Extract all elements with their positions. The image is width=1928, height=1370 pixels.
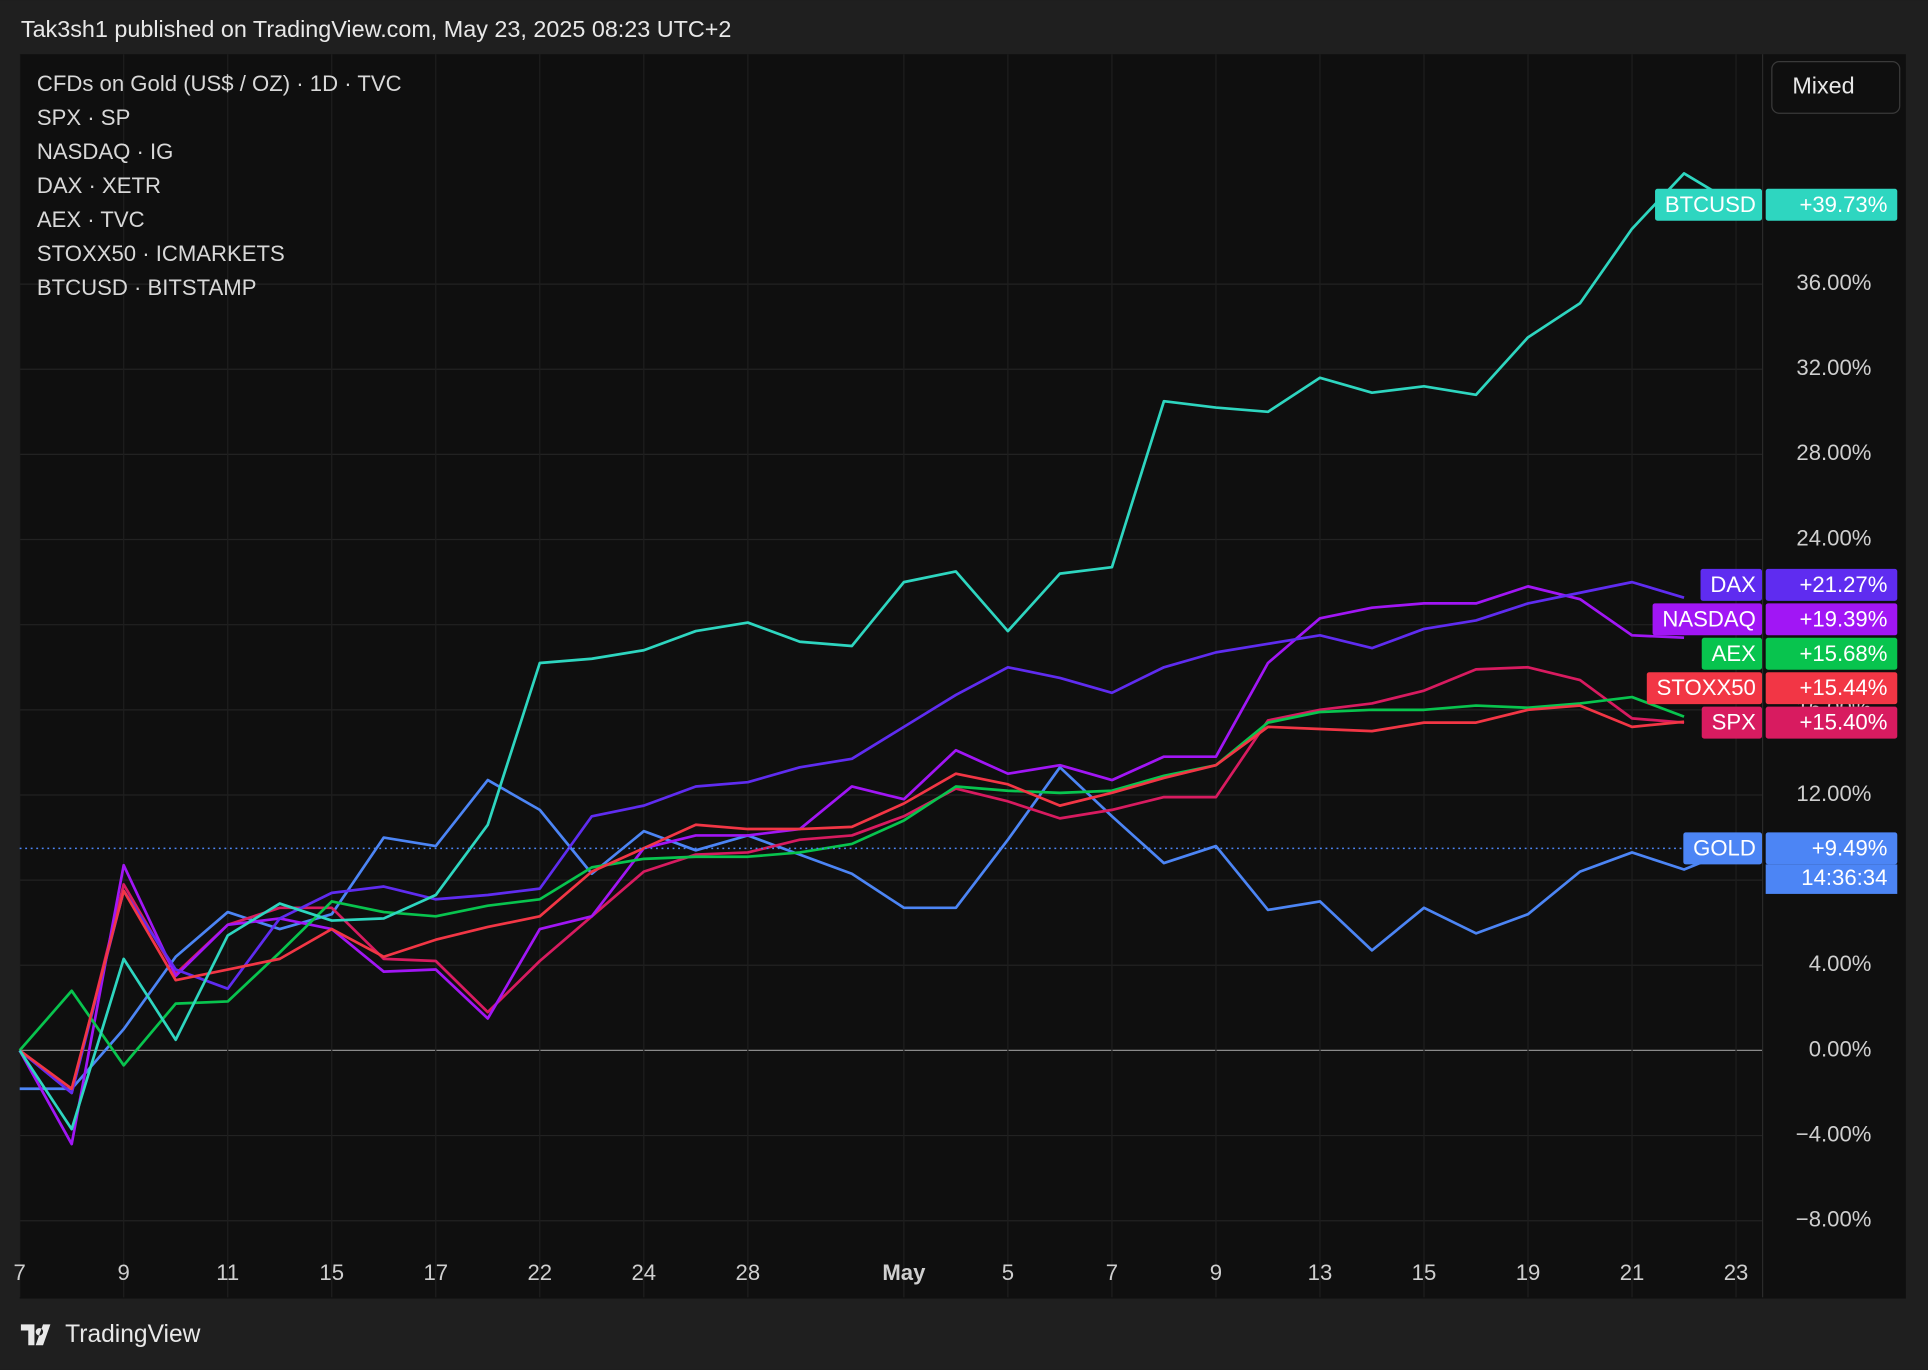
legend-entry: NASDAQ · IG <box>37 139 173 164</box>
mode-button-label[interactable]: Mixed <box>1792 73 1854 99</box>
end-value-label: +15.44% <box>1799 675 1887 700</box>
series-name-label: AEX <box>1712 641 1757 666</box>
x-tick-label: 21 <box>1620 1260 1645 1285</box>
countdown-box <box>1765 864 1898 894</box>
x-tick-label: 15 <box>319 1260 344 1285</box>
y-tick-label: 12.00% <box>1796 781 1871 806</box>
series-name-label: STOXX50 <box>1657 675 1756 700</box>
series-line <box>18 695 1685 1067</box>
legend-entry: STOXX50 · ICMARKETS <box>37 241 285 266</box>
y-tick-label: 0.00% <box>1809 1036 1872 1061</box>
end-value-label: +39.73% <box>1799 192 1887 217</box>
legend-entry: CFDs on Gold (US$ / OZ) · 1D · TVC <box>37 71 402 96</box>
series-name-label: NASDAQ <box>1662 606 1755 631</box>
x-tick-label: 24 <box>632 1260 657 1285</box>
x-tick-label: 22 <box>527 1260 552 1285</box>
x-tick-label: 17 <box>423 1260 448 1285</box>
brand: TradingView <box>65 1321 201 1348</box>
y-tick-label: 32.00% <box>1796 355 1871 380</box>
name-box <box>1683 832 1763 865</box>
x-tick-label: 9 <box>1210 1260 1222 1285</box>
name-box <box>1646 672 1763 705</box>
y-tick-label: 36.00% <box>1796 270 1871 295</box>
end-value-label: +19.39% <box>1799 606 1887 631</box>
legend-entry: SPX · SP <box>37 105 130 130</box>
name-box <box>1655 188 1763 221</box>
x-tick-label: 7 <box>1106 1260 1118 1285</box>
name-box <box>1700 568 1763 601</box>
series-name-label: GOLD <box>1693 835 1756 860</box>
series-name-label: SPX <box>1712 710 1757 735</box>
end-value-label: +15.68% <box>1799 641 1887 666</box>
x-tick-label: 28 <box>736 1260 761 1285</box>
legend-entry: BTCUSD · BITSTAMP <box>37 275 257 300</box>
y-tick-label: 4.00% <box>1809 951 1872 976</box>
value-box <box>1765 832 1898 865</box>
axis-separator <box>1762 54 1764 1298</box>
x-tick-label: 13 <box>1308 1260 1333 1285</box>
value-box <box>1765 672 1898 705</box>
y-tick-label: 24.00% <box>1796 525 1871 550</box>
x-tick-label: 11 <box>216 1260 239 1285</box>
name-box <box>1701 637 1763 670</box>
x-tick-label: 23 <box>1724 1260 1749 1285</box>
brand-logo <box>20 1324 51 1346</box>
series-line <box>19 765 1737 1091</box>
y-tick-label: −4.00% <box>1796 1121 1872 1146</box>
publisher: Tak3sh1 published on TradingView.com, Ma… <box>21 16 732 42</box>
value-box <box>1765 706 1898 739</box>
chart-area <box>19 54 1906 1299</box>
x-tick-label: 5 <box>1002 1260 1014 1285</box>
y-tick-label: −8.00% <box>1796 1207 1872 1232</box>
name-box <box>1701 706 1763 739</box>
series-name-label: BTCUSD <box>1665 192 1756 217</box>
x-tick-label: 7 <box>14 1260 26 1285</box>
countdown: 14:36:34 <box>1801 865 1887 890</box>
x-tick-label: May <box>882 1260 926 1285</box>
series-line <box>18 172 1737 1131</box>
x-tick-label: 15 <box>1412 1260 1437 1285</box>
series-line <box>18 585 1685 1146</box>
value-box <box>1765 568 1898 601</box>
series-line <box>18 704 1685 1091</box>
x-tick-label: 9 <box>118 1260 130 1285</box>
legend-entry: AEX · TVC <box>37 207 145 232</box>
legend-entry: DAX · XETR <box>37 173 161 198</box>
y-tick-label: 28.00% <box>1796 440 1871 465</box>
end-value-label: +21.27% <box>1799 572 1887 597</box>
name-box <box>1652 603 1763 636</box>
value-box <box>1765 603 1898 636</box>
series-name-label: DAX <box>1710 572 1756 597</box>
end-value-label: +9.49% <box>1812 835 1888 860</box>
x-tick-label: 19 <box>1516 1260 1541 1285</box>
end-value-label: +15.40% <box>1799 710 1887 735</box>
value-box <box>1765 188 1898 221</box>
mode-button[interactable] <box>1771 60 1901 114</box>
value-box <box>1765 637 1898 670</box>
